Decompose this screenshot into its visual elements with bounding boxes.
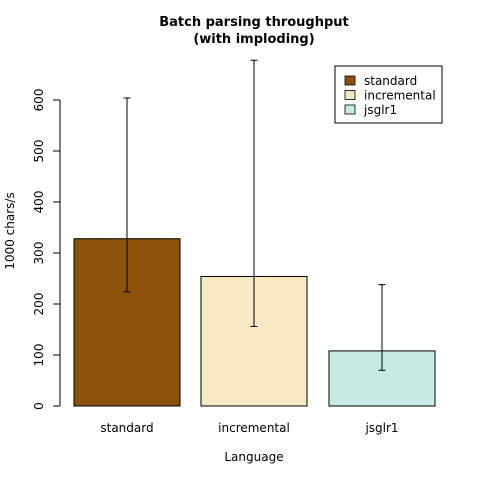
y-tick-label: 100 [32, 344, 46, 367]
legend-swatch [344, 75, 356, 86]
y-axis-label: 1000 chars/s [3, 192, 17, 269]
x-axis-label: Language [224, 450, 283, 464]
y-tick-label: 200 [32, 293, 46, 316]
legend-swatch [344, 90, 356, 100]
x-tick-label: incremental [218, 421, 290, 435]
chart-title-line1: Batch parsing throughput [159, 15, 349, 30]
y-tick-label: 300 [32, 242, 46, 265]
y-tick-label: 400 [32, 191, 46, 214]
y-tick-label: 600 [32, 89, 46, 112]
error-bars [123, 59, 386, 371]
legend-swatch [344, 104, 356, 115]
legend-entry: jsglr1 [363, 103, 397, 117]
legend-entry: incremental [364, 89, 436, 103]
y-axis: 0 100 200 300 400 500 600 [32, 89, 61, 410]
legend-entry: standard [364, 74, 417, 88]
x-tick-label: jsglr1 [364, 421, 398, 435]
y-tick-label: 500 [32, 140, 46, 163]
chart-title-line2: (with imploding) [193, 32, 314, 47]
y-tick-label: 0 [32, 402, 46, 410]
x-tick-label: standard [100, 421, 153, 435]
x-tick-labels: standard incremental jsglr1 [100, 421, 398, 435]
